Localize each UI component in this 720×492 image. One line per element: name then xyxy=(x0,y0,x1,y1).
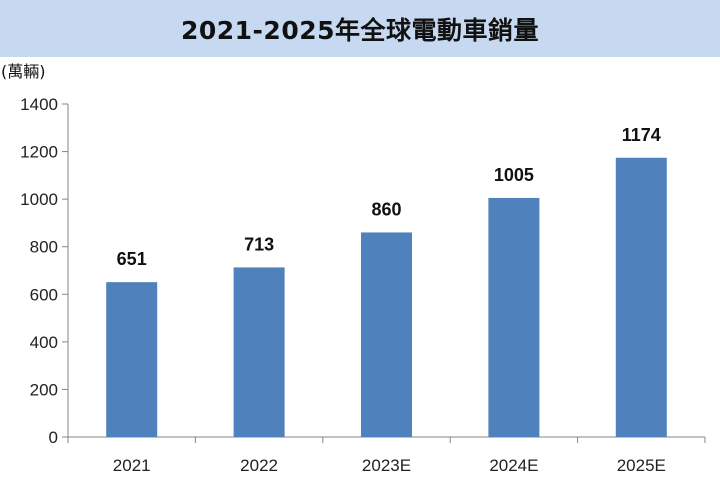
bar xyxy=(106,282,158,437)
y-tick-label: 200 xyxy=(30,380,58,399)
data-label: 1005 xyxy=(494,165,534,185)
bar xyxy=(488,197,540,437)
bar xyxy=(361,232,412,437)
x-tick-label: 2022 xyxy=(240,456,278,475)
y-tick-label: 1000 xyxy=(20,190,58,209)
title-bar: 2021-2025年全球電動車銷量 xyxy=(0,0,720,57)
y-tick-label: 400 xyxy=(30,333,58,352)
y-tick-label: 1200 xyxy=(20,143,58,162)
bar xyxy=(615,157,667,437)
y-tick-label: 1400 xyxy=(20,95,58,114)
x-tick-label: 2025E xyxy=(617,456,666,475)
y-tick-label: 0 xyxy=(49,428,58,447)
data-label: 713 xyxy=(244,234,274,254)
x-tick-label: 2021 xyxy=(113,456,151,475)
bar xyxy=(233,267,285,437)
x-tick-label: 2023E xyxy=(362,456,411,475)
chart-title: 2021-2025年全球電動車銷量 xyxy=(180,15,540,45)
data-label: 651 xyxy=(117,249,147,269)
data-label: 1174 xyxy=(622,125,661,145)
data-label: 860 xyxy=(371,199,401,219)
y-tick-label: 600 xyxy=(30,285,58,304)
x-tick-label: 2024E xyxy=(489,456,538,475)
unit-label: (萬輛) xyxy=(1,62,46,81)
y-tick-label: 800 xyxy=(30,238,58,257)
